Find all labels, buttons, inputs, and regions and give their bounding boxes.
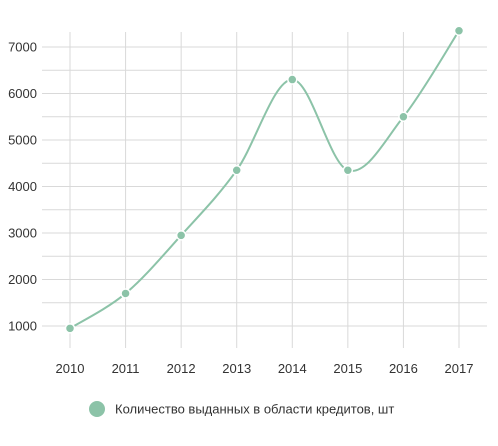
data-point — [64, 323, 76, 334]
x-tick-label: 2010 — [56, 361, 85, 376]
data-point — [120, 288, 131, 299]
grid — [42, 32, 487, 348]
x-tick-label: 2011 — [112, 361, 140, 376]
y-tick-label: 2000 — [8, 272, 37, 287]
y-tick-label: 1000 — [8, 319, 37, 334]
y-tick-label: 4000 — [8, 179, 37, 194]
x-tick-label: 2017 — [445, 361, 474, 376]
legend-label: Количество выданных в области кредитов, … — [115, 402, 394, 417]
x-tick-label: 2016 — [389, 361, 418, 376]
x-tick-label: 2013 — [222, 361, 251, 376]
data-point — [287, 74, 298, 85]
y-tick-label: 6000 — [8, 86, 37, 101]
series-line — [69, 30, 460, 330]
x-tick-label: 2015 — [333, 361, 362, 376]
x-axis-tick-labels: 2010 2011 2012 2013 2014 2015 2016 2017 — [56, 361, 474, 376]
data-point — [453, 25, 465, 36]
y-axis-tick-labels: 1000 2000 3000 4000 5000 6000 7000 — [8, 40, 37, 334]
legend: Количество выданных в области кредитов, … — [89, 401, 394, 417]
y-tick-label: 7000 — [8, 40, 37, 55]
data-points — [64, 25, 465, 334]
data-point — [342, 164, 354, 176]
legend-marker — [89, 401, 105, 417]
y-tick-label: 3000 — [8, 226, 37, 241]
data-point — [231, 164, 242, 176]
y-tick-label: 5000 — [8, 133, 37, 148]
data-point — [398, 111, 409, 122]
data-point — [175, 230, 187, 241]
x-tick-label: 2014 — [278, 361, 307, 376]
x-tick-label: 2012 — [167, 361, 196, 376]
